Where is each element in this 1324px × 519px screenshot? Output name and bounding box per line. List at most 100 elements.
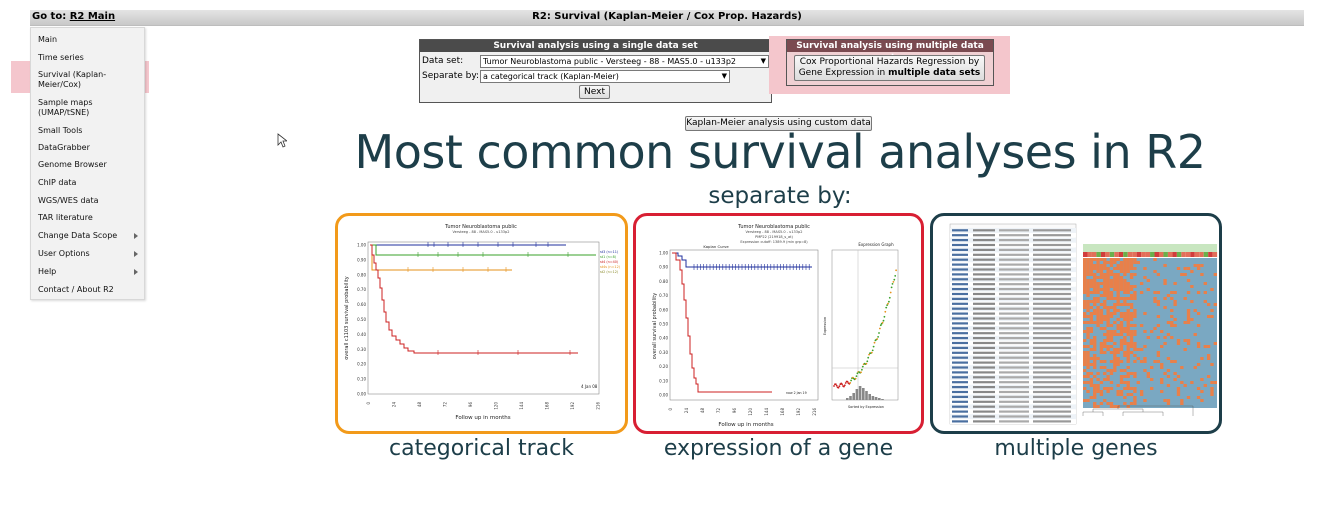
cox-button-line2-bold: multiple data sets: [888, 68, 981, 78]
menu-item-small-tools[interactable]: Small Tools: [38, 126, 83, 135]
submenu-arrow-icon: [134, 251, 138, 257]
histogram-bar: [852, 393, 855, 400]
next-button[interactable]: Next: [579, 85, 610, 99]
menu-item-datagrabber[interactable]: DataGrabber: [38, 143, 90, 152]
expression-dot: [894, 275, 897, 277]
submenu-arrow-icon: [134, 269, 138, 275]
x-tick-labels: 0 24 48 72 96 120 144 168 192 216: [668, 408, 817, 416]
dendrogram: [1082, 405, 1194, 416]
expression-dot: [887, 302, 889, 305]
x-tick: 216: [812, 408, 817, 416]
menu-item-tar-literature[interactable]: TAR literature: [38, 213, 93, 222]
y-tick: 0.50: [659, 322, 668, 327]
y-tick: 0.20: [659, 364, 668, 369]
histogram-bar: [881, 399, 884, 400]
expression-dot: [895, 269, 897, 272]
custom-data-km-button[interactable]: Kaplan-Meier analysis using custom data: [685, 116, 872, 131]
chevron-down-icon: ▼: [760, 57, 766, 65]
x-tick: 96: [468, 402, 473, 408]
cox-button-line1: Cox Proportional Hazards Regression by: [799, 57, 980, 67]
panel-expression-of-gene[interactable]: Tumor Neuroblastoma public Versteeg - 88…: [633, 213, 924, 434]
cox-regression-button[interactable]: Cox Proportional Hazards Regression by G…: [794, 55, 985, 81]
separate-by-select[interactable]: a categorical track (Kaplan-Meier) ▼: [480, 70, 730, 83]
y-tick: 0.20: [357, 362, 366, 367]
x-tick: 0: [668, 408, 673, 411]
menu-item-time-series[interactable]: Time series: [38, 53, 84, 62]
y-tick: 0.40: [357, 332, 366, 337]
y-tick: 0.80: [659, 279, 668, 284]
expression-dot: [877, 336, 879, 338]
y-tick: 0.90: [659, 265, 668, 270]
curve-st1: [370, 244, 596, 256]
expression-dot: [886, 304, 888, 306]
histogram-bar: [855, 389, 859, 400]
menu-item-main[interactable]: Main: [38, 35, 58, 44]
panel-multiple-genes[interactable]: [930, 213, 1222, 434]
single-dataset-header: Survival analysis using a single data se…: [420, 40, 771, 52]
menu-item-contact-about[interactable]: Contact / About R2: [38, 285, 114, 294]
menu-item-help[interactable]: Help: [38, 267, 138, 277]
y-tick: 0.30: [357, 347, 366, 352]
menu-item-chip-data[interactable]: ChIP data: [38, 178, 77, 187]
x-tick: 24: [684, 408, 689, 414]
histogram-bar: [878, 398, 881, 400]
histogram-bar: [868, 394, 871, 400]
x-axis-label: Follow up in months: [455, 415, 510, 421]
histogram-bar: [849, 396, 852, 400]
menu-item-genome-browser[interactable]: Genome Browser: [38, 160, 107, 169]
expression-dot: [861, 368, 863, 371]
expression-dot: [876, 338, 879, 340]
separate-by-select-value: a categorical track (Kaplan-Meier): [483, 72, 619, 81]
dataset-select[interactable]: Tumor Neuroblastoma public - Versteeg - …: [480, 55, 769, 68]
menu-item-user-options[interactable]: User Options: [38, 249, 138, 259]
x-tick: 96: [732, 408, 737, 414]
expression-dot: [868, 353, 870, 356]
single-dataset-form: Survival analysis using a single data se…: [419, 39, 772, 103]
expression-dot: [860, 371, 862, 374]
y-tick: 1.00: [357, 243, 366, 248]
top-bar: Go to: R2 Main R2: Survival (Kaplan-Meie…: [30, 10, 1304, 26]
expression-dot: [870, 351, 873, 354]
expression-dot: [866, 360, 869, 363]
histogram-bar: [865, 391, 868, 400]
curve-high-expression: [672, 252, 812, 268]
x-axis-label: Follow up in months: [718, 422, 773, 428]
expression-dot: [856, 372, 859, 375]
menu-item-survival[interactable]: Survival (Kaplan- Meier/Cox): [38, 70, 107, 89]
r2-main-link[interactable]: R2 Main: [69, 11, 116, 22]
expression-dot: [841, 383, 843, 386]
cox-button-line2-text: Gene Expression in: [798, 68, 889, 78]
x-tick: 72: [716, 408, 721, 414]
expression-dot: [843, 384, 846, 387]
dataset-select-value: Tumor Neuroblastoma public - Versteeg - …: [483, 57, 736, 66]
histogram-bar: [858, 386, 862, 400]
y-tick: 0.70: [659, 293, 668, 298]
x-tick: 48: [417, 402, 422, 408]
x-tick: 192: [796, 408, 801, 416]
y-tick-labels: 1.00 0.90 0.80 0.70 0.60 0.50 0.40 0.30 0.20 0.10…: [357, 243, 366, 397]
chevron-down-icon: ▼: [721, 72, 727, 80]
headline: Most common survival analyses in R2: [354, 125, 1206, 179]
subheadline: separate by:: [708, 183, 852, 209]
plot-note: 4 Jan 08: [581, 384, 598, 389]
x-tick: 48: [700, 408, 705, 414]
expression-dot: [893, 278, 896, 281]
menu-item-wgs-wes-data[interactable]: WGS/WES data: [38, 196, 99, 205]
caption-expression-of-gene: expression of a gene: [663, 436, 894, 461]
expression-dot: [838, 385, 841, 388]
expression-dot: [865, 362, 868, 365]
x-tick-labels: 0 24 48 72 96 120 144 168 192 216: [366, 402, 601, 410]
multi-gene-heatmap: [949, 223, 1218, 425]
curve-st4: [370, 244, 578, 354]
y-tick: 0.50: [357, 317, 366, 322]
legend-entry: st2 (n=12): [600, 270, 619, 274]
expression-dot: [882, 319, 885, 322]
expression-dot: [834, 383, 837, 386]
expression-dot: [867, 356, 870, 359]
menu-item-change-data-scope[interactable]: Change Data Scope: [38, 231, 138, 241]
plot-subtitle: PMP22 (219918_s_at): [755, 235, 793, 239]
y-tick: 0.10: [357, 377, 366, 382]
panel-categorical-track[interactable]: Tumor Neuroblastoma public Versteeg - 88…: [335, 213, 628, 434]
expression-dot: [888, 300, 890, 303]
menu-item-sample-maps[interactable]: Sample maps (UMAP/tSNE): [38, 98, 93, 117]
